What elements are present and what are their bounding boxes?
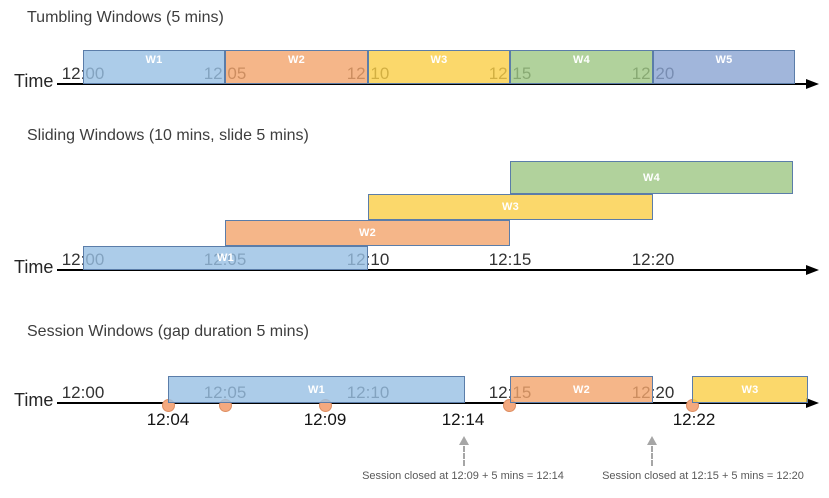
- session-close-arrow-head-icon: [459, 436, 469, 445]
- session-tick-12:00: 12:00: [61, 383, 105, 402]
- tumbling-window-w1: W1: [83, 50, 225, 84]
- session-window-label-w1: W1: [307, 383, 326, 396]
- session-close-arrow-head-icon: [647, 436, 657, 445]
- sliding-tick-12:15: 12:15: [488, 250, 532, 269]
- sliding-window-w1: W1: [83, 246, 368, 270]
- session-window-w3: W3: [692, 376, 808, 403]
- sliding-tick-12:20: 12:20: [631, 250, 675, 269]
- tumbling-window-w2: W2: [225, 50, 368, 84]
- tumbling-window-w4: W4: [510, 50, 653, 84]
- tumbling-window-w3: W3: [368, 50, 510, 84]
- session-event-time-12:09: 12:09: [303, 410, 347, 429]
- session-window-w1: W1: [168, 376, 465, 403]
- session-time-axis-line: [57, 402, 808, 404]
- sliding-window-w3: W3: [368, 194, 653, 220]
- tumbling-window-w5: W5: [653, 50, 795, 84]
- sliding-window-label-w1: W1: [216, 252, 235, 264]
- tumbling-window-label-w4: W4: [572, 54, 591, 66]
- session-window-label-w3: W3: [741, 383, 759, 396]
- session-close-arrow-shaft: [463, 446, 465, 466]
- session-close-annotation-1: Session closed at 12:09 + 5 mins = 12:14: [362, 470, 564, 482]
- tumbling-window-label-w1: W1: [145, 54, 163, 66]
- tumbling-time-axis-label: Time: [14, 71, 54, 91]
- tumbling-time-axis-line: [57, 83, 808, 85]
- session-close-arrow-shaft: [651, 446, 653, 466]
- sliding-window-w2: W2: [225, 220, 510, 246]
- sliding-window-label-w3: W3: [501, 201, 520, 213]
- tumbling-section-title: Tumbling Windows (5 mins): [27, 9, 224, 26]
- session-time-axis-label: Time: [14, 390, 54, 410]
- sliding-window-label-w4: W4: [642, 171, 661, 184]
- tumbling-window-label-w5: W5: [715, 54, 733, 66]
- sliding-time-axis-line: [57, 269, 808, 271]
- sliding-window-label-w2: W2: [358, 227, 377, 239]
- tumbling-window-label-w2: W2: [287, 54, 306, 66]
- tumbling-axis-arrowhead-icon: [806, 78, 819, 89]
- session-window-w2: W2: [510, 376, 653, 403]
- session-section-title: Session Windows (gap duration 5 mins): [27, 323, 309, 340]
- sliding-window-w4: W4: [510, 161, 793, 194]
- sliding-time-axis-label: Time: [14, 257, 54, 277]
- session-axis-arrowhead-icon: [806, 397, 819, 408]
- session-event-time-12:14: 12:14: [441, 410, 485, 429]
- session-event-time-12:04: 12:04: [146, 410, 190, 429]
- tumbling-window-label-w3: W3: [430, 54, 448, 66]
- session-event-time-12:22: 12:22: [672, 410, 716, 429]
- session-window-label-w2: W2: [572, 383, 591, 396]
- sliding-axis-arrowhead-icon: [806, 264, 819, 275]
- sliding-section-title: Sliding Windows (10 mins, slide 5 mins): [27, 127, 309, 144]
- session-close-annotation-2: Session closed at 12:15 + 5 mins = 12:20: [602, 470, 804, 482]
